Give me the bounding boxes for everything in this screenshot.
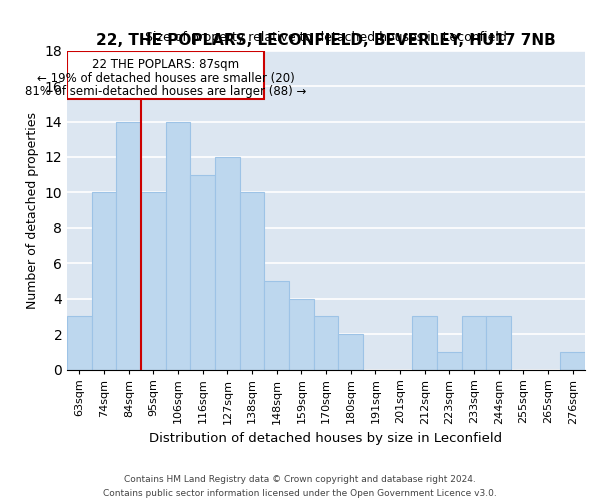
Text: Size of property relative to detached houses in Leconfield: Size of property relative to detached ho… bbox=[145, 32, 507, 44]
Bar bbox=[92, 192, 116, 370]
Bar bbox=[166, 122, 190, 370]
Text: Contains HM Land Registry data © Crown copyright and database right 2024.
Contai: Contains HM Land Registry data © Crown c… bbox=[103, 476, 497, 498]
Y-axis label: Number of detached properties: Number of detached properties bbox=[26, 112, 39, 308]
Bar bbox=[314, 316, 338, 370]
Bar bbox=[265, 281, 289, 370]
Bar bbox=[141, 192, 166, 370]
Bar bbox=[338, 334, 363, 370]
Bar bbox=[215, 157, 240, 370]
Bar bbox=[67, 316, 92, 370]
Bar bbox=[190, 174, 215, 370]
Bar bbox=[560, 352, 585, 370]
Bar bbox=[437, 352, 461, 370]
Bar bbox=[240, 192, 265, 370]
Text: ← 19% of detached houses are smaller (20): ← 19% of detached houses are smaller (20… bbox=[37, 72, 295, 85]
Bar bbox=[487, 316, 511, 370]
X-axis label: Distribution of detached houses by size in Leconfield: Distribution of detached houses by size … bbox=[149, 432, 503, 445]
Bar bbox=[116, 122, 141, 370]
Bar bbox=[289, 298, 314, 370]
Text: 81% of semi-detached houses are larger (88) →: 81% of semi-detached houses are larger (… bbox=[25, 85, 307, 98]
Text: 22 THE POPLARS: 87sqm: 22 THE POPLARS: 87sqm bbox=[92, 58, 239, 71]
Bar bbox=[412, 316, 437, 370]
Title: 22, THE POPLARS, LECONFIELD, BEVERLEY, HU17 7NB: 22, THE POPLARS, LECONFIELD, BEVERLEY, H… bbox=[96, 33, 556, 48]
Bar bbox=[67, 50, 265, 98]
Bar bbox=[461, 316, 487, 370]
